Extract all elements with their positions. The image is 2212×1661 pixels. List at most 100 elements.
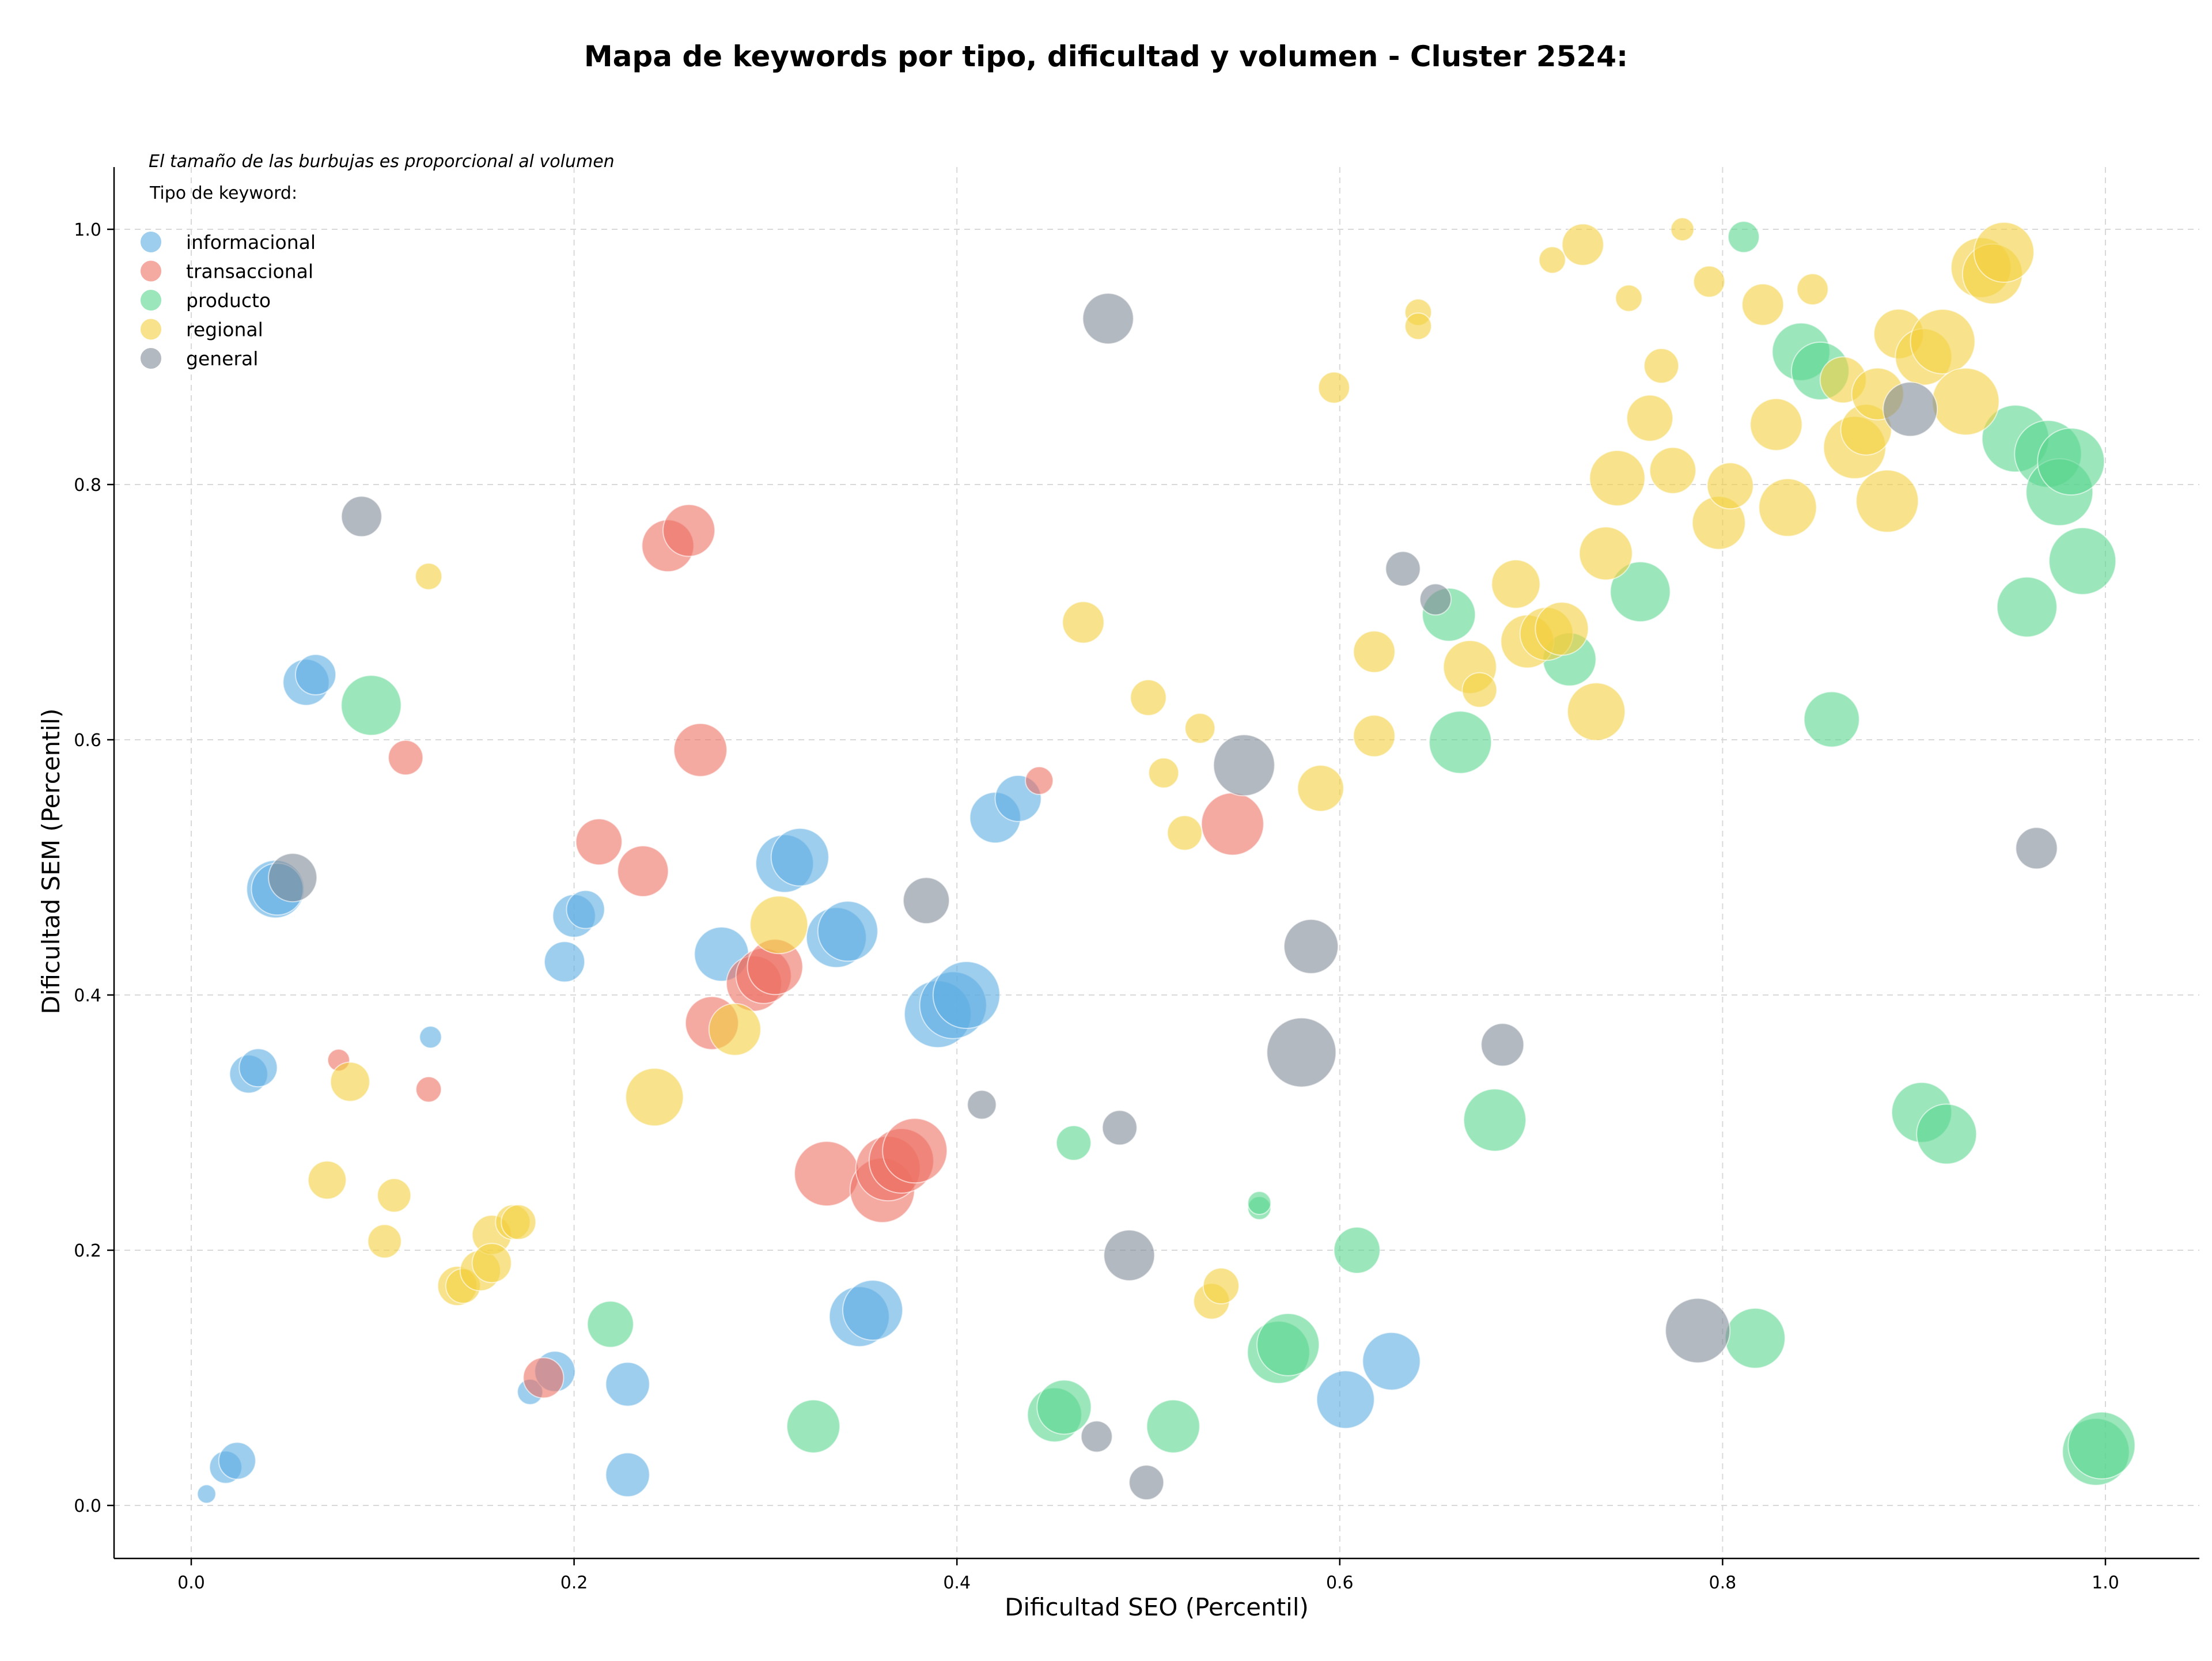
bubble-regional: [1461, 672, 1498, 708]
bubble-general: [1103, 1229, 1156, 1281]
bubble-regional: [708, 1002, 762, 1056]
bubble-general: [967, 1089, 997, 1120]
bubble-regional: [1578, 526, 1633, 581]
bubble-general: [1101, 1110, 1138, 1146]
series-general: [268, 293, 2058, 1501]
bubble-regional: [1538, 246, 1566, 274]
bubble-informacional: [1362, 1331, 1421, 1391]
bubble-general: [1283, 918, 1339, 974]
bubble-producto: [786, 1399, 840, 1454]
bubble-regional: [1910, 308, 1976, 374]
bubble-general: [1883, 381, 1938, 437]
bubble-regional: [1649, 447, 1696, 494]
bubble-informacional: [842, 1280, 903, 1341]
bubble-regional: [1062, 601, 1105, 644]
bubble-general: [1665, 1297, 1731, 1364]
bubble-informacional: [932, 961, 1001, 1029]
bubble-transaccional: [415, 1076, 442, 1103]
bubble-regional: [1130, 679, 1167, 716]
bubble-regional: [1670, 217, 1695, 241]
legend-title: Tipo de keyword:: [149, 183, 297, 203]
legend-label-regional: regional: [186, 319, 263, 341]
x-tick-label: 0.2: [560, 1573, 588, 1593]
bubble-producto: [1609, 561, 1671, 623]
x-tick-label: 0.8: [1709, 1573, 1737, 1593]
bubble-regional: [1626, 394, 1674, 442]
bubble-producto: [1333, 1227, 1381, 1274]
bubble-informacional: [605, 1361, 650, 1407]
bubble-transaccional: [522, 1357, 565, 1399]
bubble-producto: [1916, 1103, 1978, 1165]
bubble-regional: [1202, 1267, 1240, 1304]
legend-marker-informacional: [139, 230, 162, 253]
bubble-general: [1213, 734, 1275, 797]
bubble-informacional: [605, 1452, 650, 1497]
bubble-informacional: [218, 1441, 256, 1480]
bubble-regional: [1166, 815, 1203, 851]
bubble-regional: [1706, 462, 1754, 510]
bubble-regional: [1297, 765, 1344, 812]
bubble-regional: [1749, 398, 1803, 451]
bubble-producto: [1728, 221, 1760, 253]
bubble-producto: [1146, 1399, 1200, 1454]
bubble-producto: [2037, 427, 2105, 496]
y-tick-label: 0.8: [74, 475, 101, 495]
bubble-regional: [1589, 449, 1646, 506]
bubble-producto: [1055, 1125, 1092, 1161]
bubble-regional: [1404, 312, 1432, 340]
bubble-transaccional: [575, 818, 623, 866]
bubble-informacional: [238, 1048, 278, 1088]
legend: El tamaño de las burbujas es proporciona…: [139, 152, 615, 370]
bubble-informacional: [770, 827, 830, 887]
bubble-regional: [1693, 265, 1726, 298]
bubble-regional: [1353, 714, 1396, 758]
bubble-general: [340, 495, 382, 538]
series-transaccional: [327, 504, 1264, 1399]
bubble-producto: [2067, 1411, 2136, 1480]
legend-marker-general: [139, 347, 162, 370]
bubble-transaccional: [794, 1141, 860, 1207]
bubble-transaccional: [388, 740, 424, 775]
bubble-regional: [307, 1160, 347, 1200]
bubble-general: [1480, 1023, 1525, 1067]
legend-label-producto: producto: [186, 289, 271, 312]
bubble-size-note: El tamaño de las burbujas es proporciona…: [149, 152, 615, 172]
bubble-transaccional: [617, 845, 669, 898]
bubble-regional: [1561, 223, 1604, 266]
bubble-informacional: [1316, 1370, 1375, 1429]
bubble-regional: [1796, 273, 1829, 306]
legend-label-transaccional: transaccional: [186, 260, 313, 283]
legend-label-informacional: informacional: [186, 231, 316, 253]
bubble-regional: [1758, 478, 1817, 537]
bubble-regional: [1931, 368, 2000, 436]
x-tick-label: 1.0: [2092, 1573, 2119, 1593]
bubble-informacional: [196, 1484, 217, 1504]
bubble-regional: [1973, 221, 2035, 283]
bubble-transaccional: [1025, 766, 1054, 795]
bubble-informacional: [295, 654, 336, 695]
y-tick-label: 0.0: [74, 1496, 101, 1516]
bubble-regional: [367, 1224, 402, 1259]
bubble-general: [1128, 1465, 1165, 1501]
bubble-general: [903, 877, 950, 925]
x-tick-label: 0.4: [943, 1573, 971, 1593]
chart-title: Mapa de keywords por tipo, dificultad y …: [584, 40, 1628, 73]
bubble-transaccional: [882, 1118, 948, 1184]
bubble-producto: [1803, 691, 1860, 748]
legend-label-general: general: [186, 347, 258, 370]
legend-marker-transaccional: [139, 259, 162, 283]
bubble-producto: [1036, 1379, 1092, 1435]
x-axis-label: Dificultad SEO (Percentil): [1005, 1593, 1309, 1621]
bubble-regional: [377, 1178, 412, 1213]
y-tick-label: 0.2: [74, 1241, 101, 1261]
bubble-transaccional: [673, 722, 728, 777]
legend-marker-regional: [139, 317, 162, 341]
bubble-transaccional: [662, 504, 715, 557]
bubble-regional: [1148, 757, 1180, 789]
bubble-transaccional: [1200, 792, 1264, 856]
y-tick-label: 0.4: [74, 986, 101, 1006]
bubble-regional: [471, 1243, 512, 1284]
bubble-informacional: [419, 1026, 442, 1049]
bubble-producto: [2048, 527, 2117, 595]
